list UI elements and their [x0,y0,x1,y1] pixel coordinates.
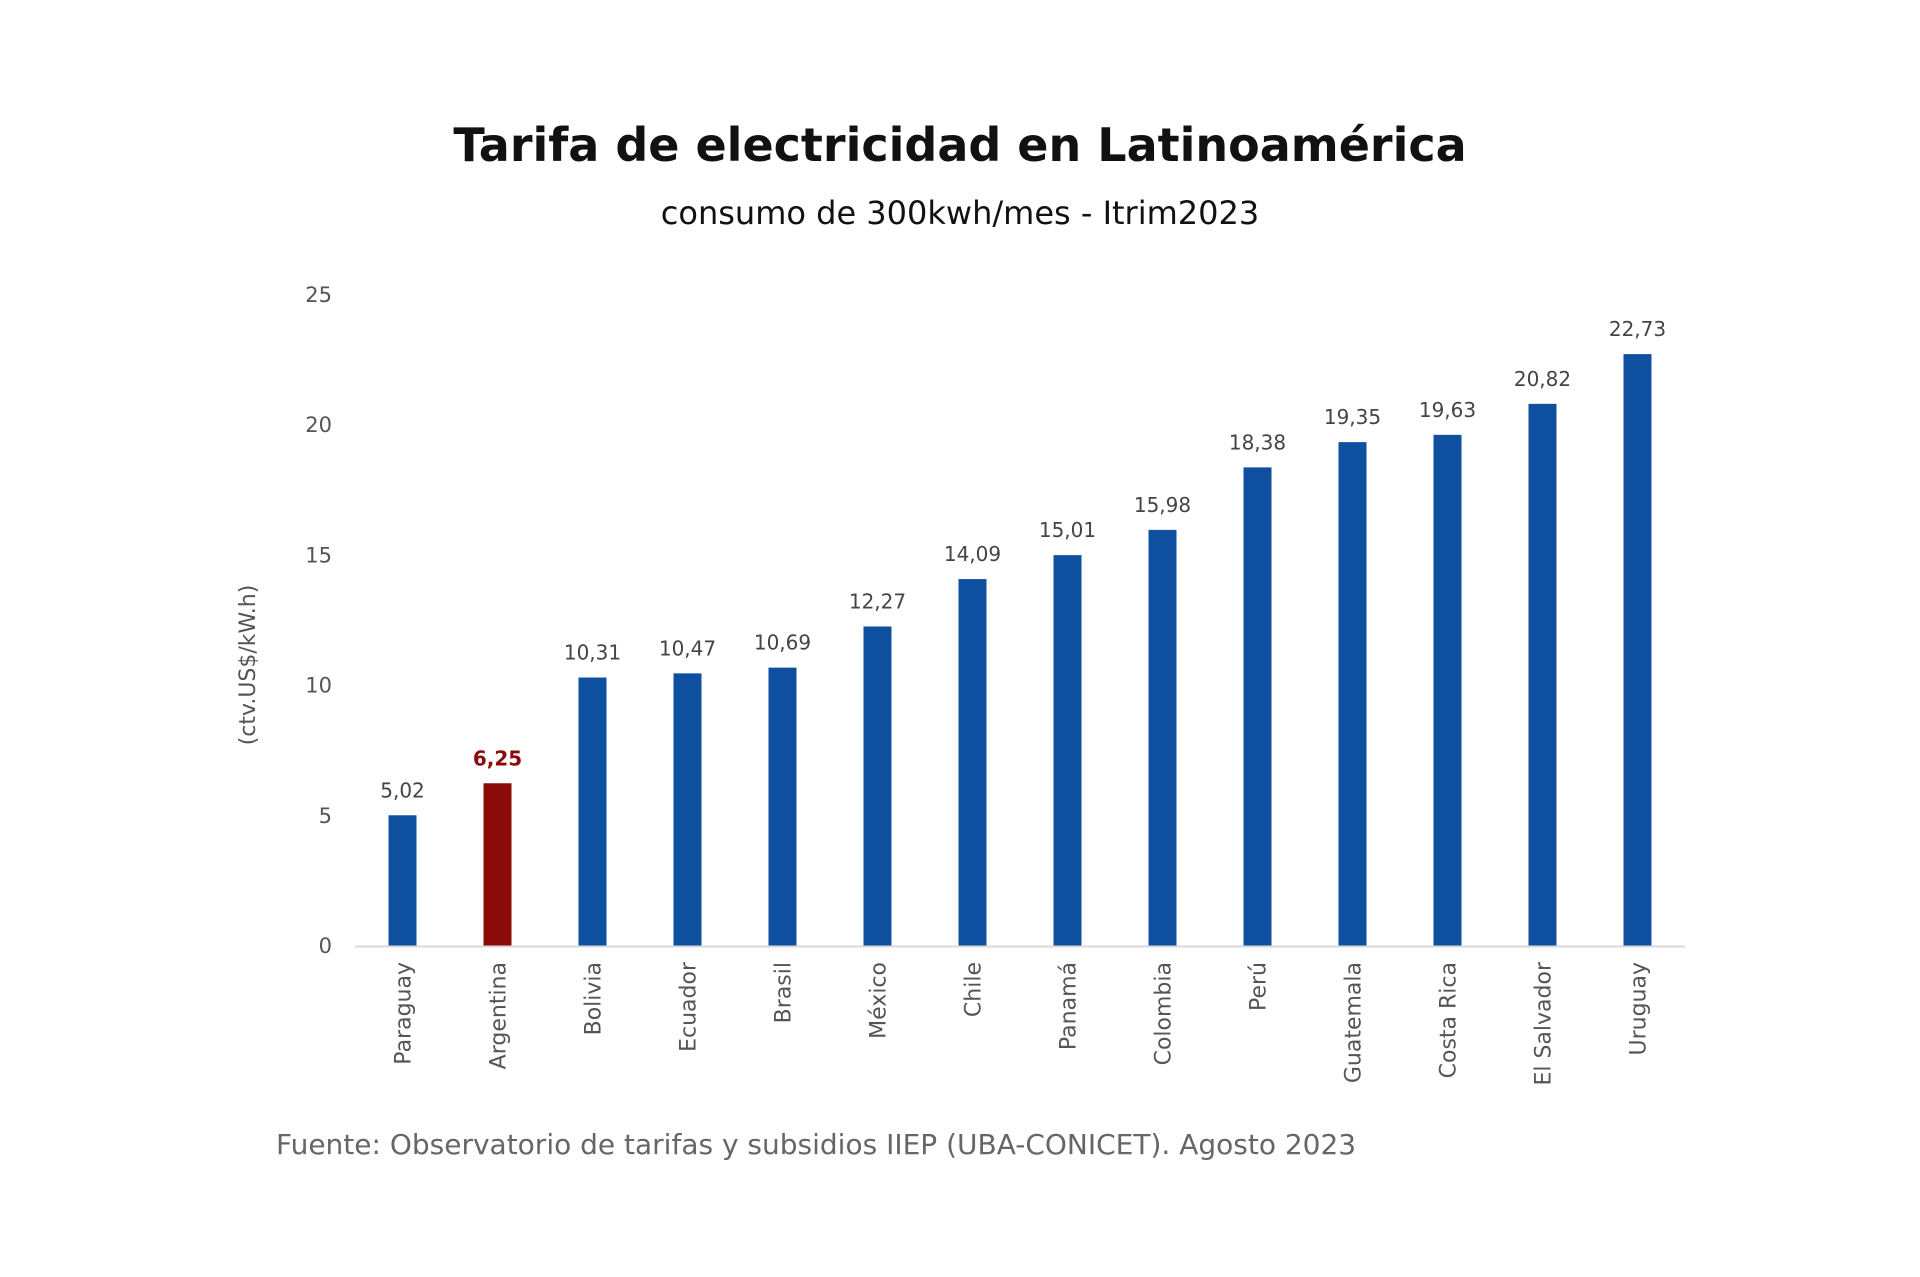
bar-uruguay [1623,354,1652,946]
y-tick-label: 15 [305,543,332,567]
chart-title: Tarifa de electricidad en Latinoamérica [453,118,1467,172]
value-label: 15,01 [1039,518,1096,542]
category-label: Costa Rica [1437,962,1462,1078]
category-label: Ecuador [677,961,702,1052]
source-note: Fuente: Observatorio de tarifas y subsid… [276,1128,1357,1161]
bar-el-salvador [1528,403,1557,947]
bar-ecuador [673,673,702,946]
category-label: Colombia [1152,962,1177,1065]
bar-chile [958,579,987,946]
bar-brasil [768,667,797,946]
category-label: Paraguay [392,962,417,1065]
bar-colombia [1148,529,1177,946]
bars [388,354,1652,947]
y-axis-title: (ctv.US$/kW.h) [236,585,261,746]
category-label: Bolivia [582,962,607,1035]
bar-méxico [863,626,892,946]
y-axis-ticks: 0 5 10 15 20 25 [305,283,332,958]
category-labels: Paraguay Argentina Bolivia Ecuador Brasil Méx… [392,961,1652,1086]
category-label: Uruguay [1627,962,1652,1056]
bar-paraguay [388,815,417,946]
value-label: 19,63 [1419,398,1476,422]
y-tick-label: 10 [305,674,332,698]
bar-costa-rica [1433,434,1462,946]
value-label: 19,35 [1324,405,1381,429]
category-label: Panamá [1057,962,1082,1050]
category-label: Argentina [487,962,512,1069]
bar-argentina [483,783,512,946]
bar-guatemala [1338,442,1367,946]
y-tick-label: 25 [305,283,332,307]
value-label: 10,31 [564,641,621,665]
bar-panamá [1053,555,1082,946]
value-label: 5,02 [380,778,425,802]
value-label: 22,73 [1609,317,1666,341]
category-label: Chile [962,962,987,1017]
y-tick-label: 0 [319,934,332,958]
value-label: 20,82 [1514,367,1571,391]
category-label: Guatemala [1342,962,1367,1083]
value-labels: 5,02 6,25 10,31 10,47 10,69 12,27 14,09 15,01 15… [380,317,1666,802]
value-label: 6,25 [473,746,522,770]
category-label: Brasil [772,962,797,1023]
bar-bolivia [578,677,607,946]
value-label: 15,98 [1134,493,1191,517]
value-label: 14,09 [944,542,1001,566]
chart-subtitle: consumo de 300kwh/mes - Itrim2023 [660,194,1260,232]
value-label: 10,47 [659,636,716,660]
value-label: 18,38 [1229,430,1286,454]
value-label: 12,27 [849,589,906,613]
y-tick-label: 5 [319,804,332,828]
category-label: Perú [1247,962,1272,1011]
y-tick-label: 20 [305,413,332,437]
bar-perú [1243,467,1272,946]
category-label: El Salvador [1532,961,1557,1085]
bar-chart: 0 5 10 15 20 25 5,02 6,25 10,31 10,47 10,69 12,27 1… [236,283,1685,1086]
value-label: 10,69 [754,631,811,655]
category-label: México [867,962,892,1039]
